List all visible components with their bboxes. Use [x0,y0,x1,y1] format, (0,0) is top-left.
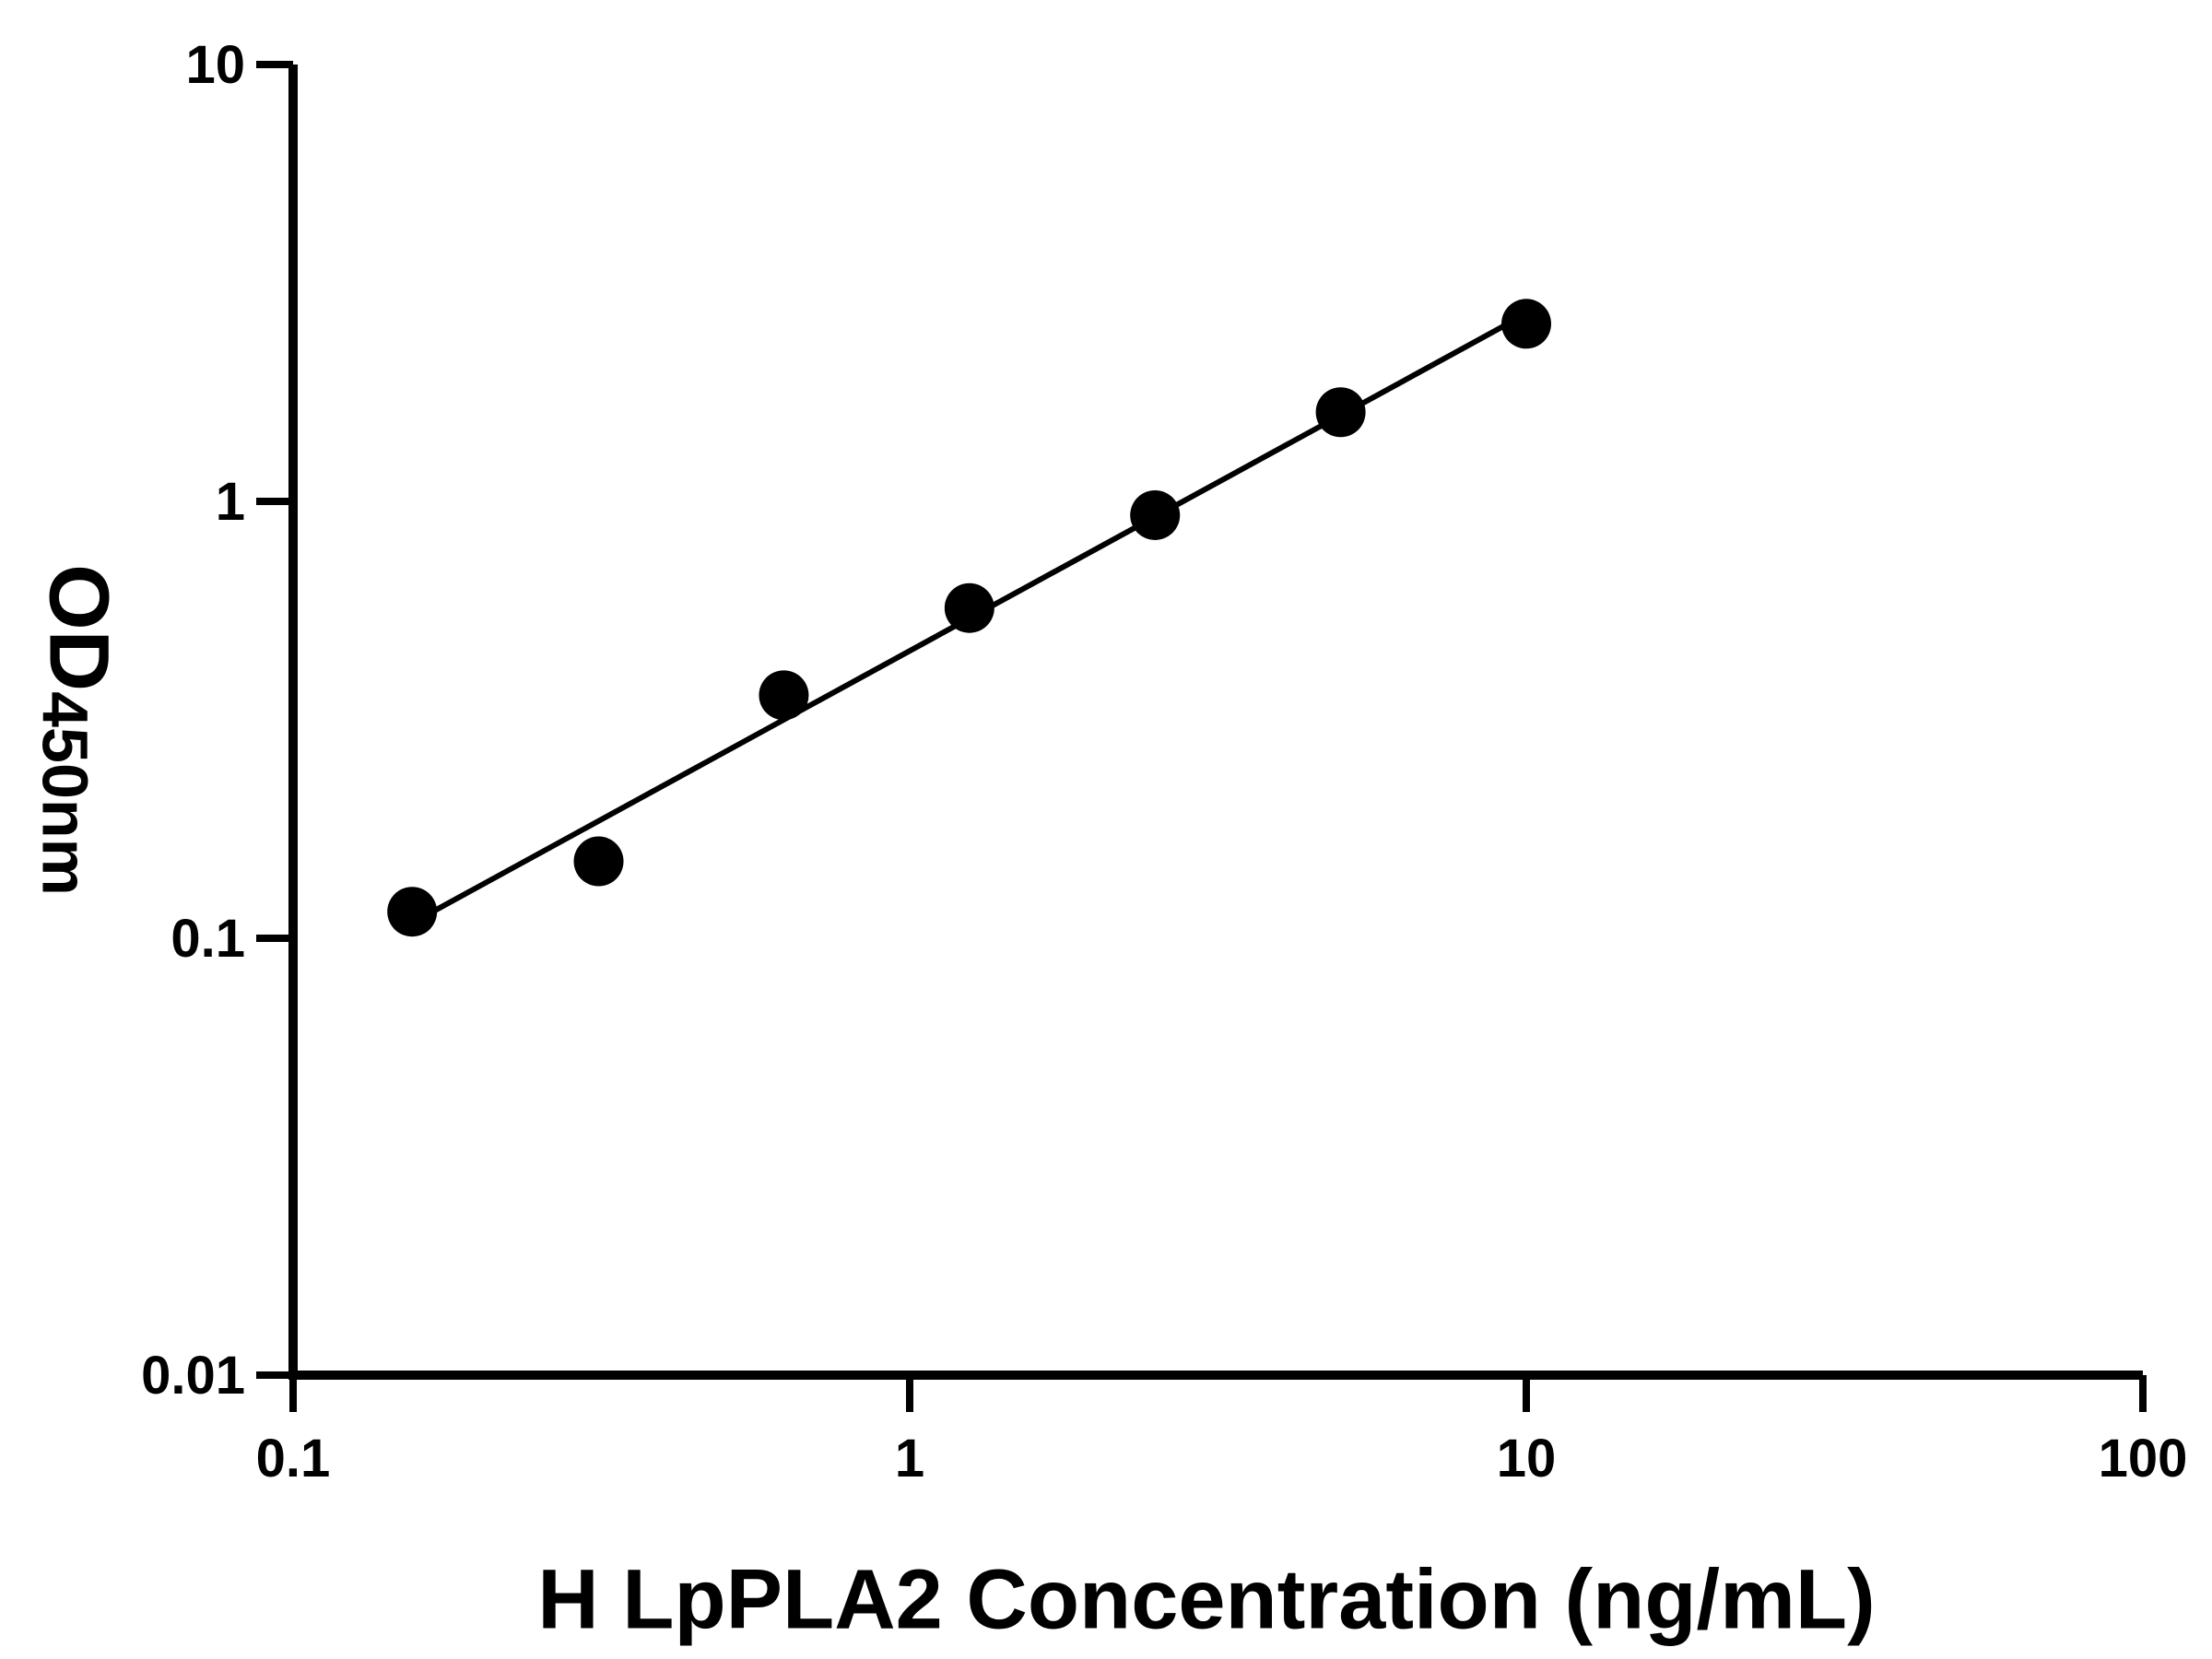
y-axis-tick-label: 0.01 [141,1346,245,1406]
y-axis-tick-label: 1 [216,472,245,532]
data-point [573,836,624,887]
axes [288,65,2143,1380]
data-point [387,887,438,937]
data-point [1501,299,1551,349]
data-point [1315,387,1366,438]
y-axis-tick-label: 10 [185,35,245,95]
y-axis-tick-label: 0.1 [171,909,245,969]
x-axis-tick-label: 1 [895,1429,924,1488]
y-axis-title-main: OD [31,564,126,692]
data-point [944,582,994,633]
y-axis-title-subscript: 450nm [29,691,101,896]
x-axis-tick-label: 0.1 [256,1429,331,1488]
x-axis-tick-label: 10 [1497,1429,1557,1488]
y-axis-title: OD 450nm [29,564,127,896]
x-axis-tick-label: 100 [2099,1429,2188,1488]
x-axis-title: H LpPLA2 Concentration (ng/mL) [537,1552,1876,1647]
data-point [759,670,809,721]
data-point [1130,489,1181,540]
